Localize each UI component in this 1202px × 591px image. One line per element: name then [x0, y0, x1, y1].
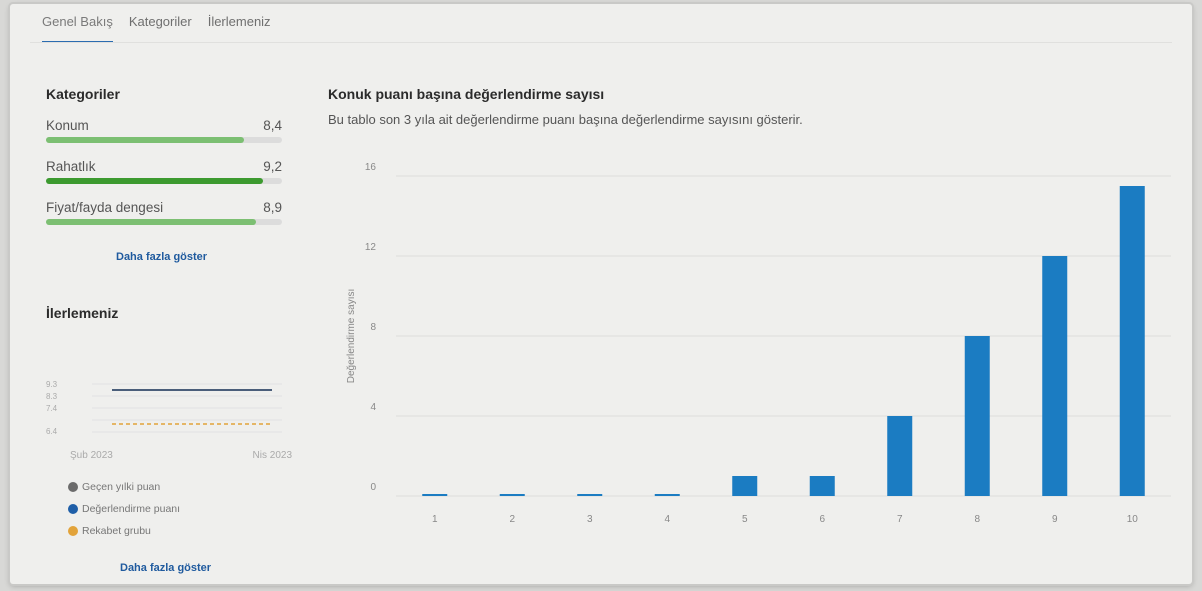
- y-tick-label: 0: [370, 482, 376, 493]
- category-bar: [46, 219, 282, 225]
- tab-bar: Genel Bakış Kategoriler İlerlemeniz: [42, 14, 271, 43]
- legend-item-review-score: Değerlendirme puanı: [68, 498, 180, 520]
- progress-title: İlerlemeniz: [46, 305, 119, 321]
- mini-x-start: Şub 2023: [70, 450, 113, 461]
- mini-y-tick: 8.3: [46, 392, 58, 401]
- category-bar: [46, 137, 282, 143]
- category-value: 8,4: [263, 118, 282, 133]
- legend-label: Geçen yılki puan: [82, 481, 161, 493]
- y-tick-label: 12: [365, 242, 377, 253]
- legend-item-competitor-group: Rekabet grubu: [68, 520, 180, 542]
- category-item-comfort: Rahatlık 9,2: [46, 159, 282, 184]
- x-tick-label: 6: [819, 514, 825, 525]
- x-tick-label: 4: [664, 514, 670, 525]
- x-tick-label: 5: [742, 514, 748, 525]
- category-value: 8,9: [263, 200, 282, 215]
- mini-x-end: Nis 2023: [252, 450, 292, 461]
- category-label: Rahatlık: [46, 159, 96, 174]
- x-tick-label: 1: [432, 514, 438, 525]
- category-label: Konum: [46, 118, 89, 133]
- bar: [499, 494, 525, 496]
- mini-y-tick: 6.4: [46, 427, 58, 436]
- x-tick-label: 3: [587, 514, 593, 525]
- categories-title: Kategoriler: [46, 86, 120, 102]
- chart-title: Konuk puanı başına değerlendirme sayısı: [328, 86, 605, 102]
- chart-subtitle: Bu tablo son 3 yıla ait değerlendirme pu…: [328, 112, 803, 127]
- category-value: 9,2: [263, 159, 282, 174]
- app-screen: Genel Bakış Kategoriler İlerlemeniz Kate…: [10, 4, 1192, 584]
- x-tick-label: 2: [509, 514, 515, 525]
- category-item-value-for-money: Fiyat/fayda dengesi 8,9: [46, 200, 282, 225]
- categories-show-more-link[interactable]: Daha fazla göster: [116, 251, 208, 263]
- category-item-location: Konum 8,4: [46, 118, 282, 143]
- mini-y-tick: 7.4: [46, 404, 58, 413]
- y-tick-label: 8: [370, 322, 376, 333]
- y-tick-label: 4: [370, 402, 376, 413]
- x-tick-label: 8: [974, 514, 980, 525]
- x-tick-label: 10: [1127, 514, 1139, 525]
- tab-progress[interactable]: İlerlemeniz: [207, 14, 271, 29]
- y-tick-label: 16: [365, 162, 377, 173]
- bar: [887, 416, 913, 496]
- legend-item-last-year: Geçen yılki puan: [68, 476, 180, 498]
- left-panel: Kategoriler Konum 8,4 Rahatlık 9,2 Fiyat…: [46, 86, 296, 321]
- category-label: Fiyat/fayda dengesi: [46, 200, 164, 215]
- bar: [654, 494, 680, 496]
- x-tick-label: 9: [1052, 514, 1058, 525]
- category-bar-fill: [46, 137, 245, 143]
- legend-label: Rekabet grubu: [82, 525, 151, 537]
- y-axis-label: Değerlendirme sayısı: [346, 289, 357, 383]
- legend-dot: [68, 526, 78, 536]
- bar: [577, 494, 603, 496]
- legend-dot: [68, 504, 78, 514]
- tab-categories[interactable]: Kategoriler: [128, 14, 192, 29]
- category-bar: [46, 178, 282, 184]
- category-bar-fill: [46, 178, 264, 184]
- legend-label: Değerlendirme puanı: [82, 503, 181, 515]
- legend-dot: [68, 482, 78, 492]
- tab-overview[interactable]: Genel Bakış: [42, 14, 113, 43]
- bar: [809, 476, 835, 496]
- progress-mini-chart: 9.3 8.3 7.4 6.4: [46, 380, 286, 450]
- bar: [422, 494, 448, 496]
- mini-x-axis: Şub 2023 Nis 2023: [70, 450, 292, 461]
- progress-legend: Geçen yılki puan Değerlendirme puanı Rek…: [68, 476, 180, 542]
- progress-show-more-link[interactable]: Daha fazla göster: [120, 562, 212, 574]
- bar: [1119, 186, 1145, 496]
- progress-mini-chart-svg: 9.3 8.3 7.4 6.4: [46, 380, 282, 436]
- category-bar-fill: [46, 219, 257, 225]
- x-tick-label: 7: [897, 514, 903, 525]
- mini-y-tick: 9.3: [46, 380, 58, 389]
- bar: [732, 476, 758, 496]
- tabs-divider: [30, 42, 1172, 43]
- bar: [964, 336, 990, 496]
- reviews-per-score-chart: 0 4 8 12 16 Değerlendirme sayısı 1 2 3 4 5 6 7 8 9 10: [326, 144, 1186, 544]
- bar: [1042, 256, 1068, 496]
